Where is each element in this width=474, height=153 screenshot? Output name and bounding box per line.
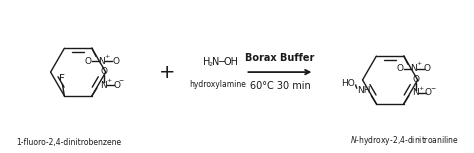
Text: +: + bbox=[158, 63, 175, 82]
Text: −: − bbox=[218, 57, 226, 67]
Text: +: + bbox=[418, 86, 423, 91]
Text: N: N bbox=[410, 64, 417, 73]
Text: N: N bbox=[99, 57, 105, 65]
Text: hydroxylamine: hydroxylamine bbox=[190, 80, 246, 89]
Text: 1-fluoro-2,4-dinitrobenzene: 1-fluoro-2,4-dinitrobenzene bbox=[16, 138, 121, 147]
Text: $\it{N}$-hydroxy-2,4-dinitroaniline: $\it{N}$-hydroxy-2,4-dinitroaniline bbox=[350, 134, 459, 147]
Text: −: − bbox=[431, 86, 436, 91]
Text: +: + bbox=[416, 62, 421, 67]
Text: +: + bbox=[104, 54, 109, 59]
Text: OH: OH bbox=[224, 57, 239, 67]
Text: O: O bbox=[425, 88, 432, 97]
Text: N: N bbox=[412, 88, 419, 97]
Text: F: F bbox=[59, 74, 65, 84]
Text: N: N bbox=[212, 57, 219, 67]
Text: O: O bbox=[424, 64, 431, 73]
Text: −: − bbox=[119, 78, 124, 83]
Text: HO: HO bbox=[341, 79, 355, 88]
Text: Borax Buffer: Borax Buffer bbox=[245, 53, 315, 63]
Text: O: O bbox=[412, 75, 419, 84]
Text: +: + bbox=[106, 78, 111, 83]
Text: NH: NH bbox=[357, 86, 370, 95]
Text: O: O bbox=[100, 67, 107, 76]
Text: O: O bbox=[84, 57, 91, 65]
Text: H: H bbox=[203, 57, 210, 67]
Text: O: O bbox=[396, 64, 403, 73]
Text: 60°C 30 min: 60°C 30 min bbox=[249, 81, 310, 91]
Text: O: O bbox=[113, 81, 120, 90]
Text: 2: 2 bbox=[209, 62, 212, 67]
Text: O: O bbox=[112, 57, 119, 65]
Text: N: N bbox=[100, 81, 107, 90]
